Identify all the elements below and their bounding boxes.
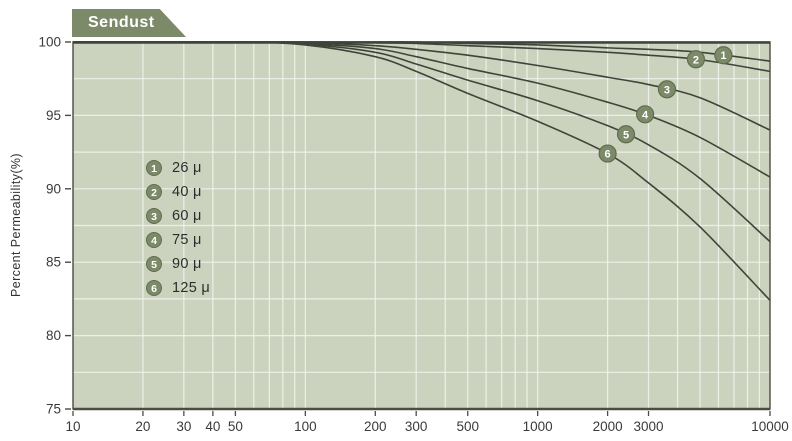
y-tick-label: 85 <box>46 255 61 270</box>
x-tick-label: 3000 <box>633 419 663 434</box>
legend-item: 5 90 μ <box>146 256 210 272</box>
legend-marker-icon: 2 <box>146 184 162 200</box>
x-tick-label: 20 <box>135 419 150 434</box>
curve-marker-6 <box>598 144 617 163</box>
legend-label: 90 μ <box>172 256 202 272</box>
x-tick-label: 10 <box>65 419 80 434</box>
legend-item: 6 125 μ <box>146 280 210 296</box>
x-tick-label: 40 <box>205 419 220 434</box>
legend-marker-icon: 6 <box>146 280 162 296</box>
curve-marker-label: 3 <box>664 84 670 96</box>
legend-marker-icon: 5 <box>146 256 162 272</box>
x-tick-label: 200 <box>364 419 387 434</box>
curve-6 <box>72 40 771 301</box>
legend-item: 2 40 μ <box>146 184 210 200</box>
legend-marker-icon: 1 <box>146 160 162 176</box>
legend-marker-icon: 3 <box>146 208 162 224</box>
y-axis-title: Percent Permeability(%) <box>9 153 23 297</box>
curve-marker-4 <box>635 105 655 124</box>
curve-marker-1 <box>714 46 733 65</box>
curve-marker-label: 4 <box>642 109 649 121</box>
curve-marker-5 <box>616 125 636 144</box>
legend-label: 26 μ <box>172 160 202 176</box>
curve-marker-2 <box>686 50 706 69</box>
curve-marker-3 <box>657 80 677 99</box>
x-tick-label: 500 <box>456 419 479 434</box>
x-tick-label: 100 <box>294 419 317 434</box>
legend-label: 75 μ <box>172 232 202 248</box>
legend-item: 1 26 μ <box>146 160 210 176</box>
legend: 1 26 μ 2 40 μ 3 60 μ 4 75 μ 5 90 μ 6 125 μ <box>146 160 210 296</box>
x-tick-label: 2000 <box>593 419 623 434</box>
curve-marker-label: 1 <box>720 50 726 62</box>
chart-title: Sendust <box>88 14 155 31</box>
y-tick-label: 80 <box>46 328 61 343</box>
curve-marker-label: 5 <box>623 129 629 141</box>
y-tick-label: 90 <box>46 181 61 196</box>
x-tick-label: 30 <box>176 419 191 434</box>
legend-marker-icon: 4 <box>146 232 162 248</box>
x-tick-label: 10000 <box>751 419 789 434</box>
x-tick-label: 1000 <box>523 419 553 434</box>
legend-label: 60 μ <box>172 208 202 224</box>
x-tick-label: 50 <box>228 419 243 434</box>
y-tick-label: 95 <box>46 108 61 123</box>
legend-item: 3 60 μ <box>146 208 210 224</box>
curve-marker-label: 6 <box>605 149 611 161</box>
x-tick-label: 300 <box>405 419 428 434</box>
legend-label: 40 μ <box>172 184 202 200</box>
y-tick-label: 100 <box>38 35 61 50</box>
legend-item: 4 75 μ <box>146 232 210 248</box>
curve-marker-label: 2 <box>693 54 699 66</box>
y-tick-label: 75 <box>46 402 61 417</box>
legend-label: 125 μ <box>172 280 211 296</box>
